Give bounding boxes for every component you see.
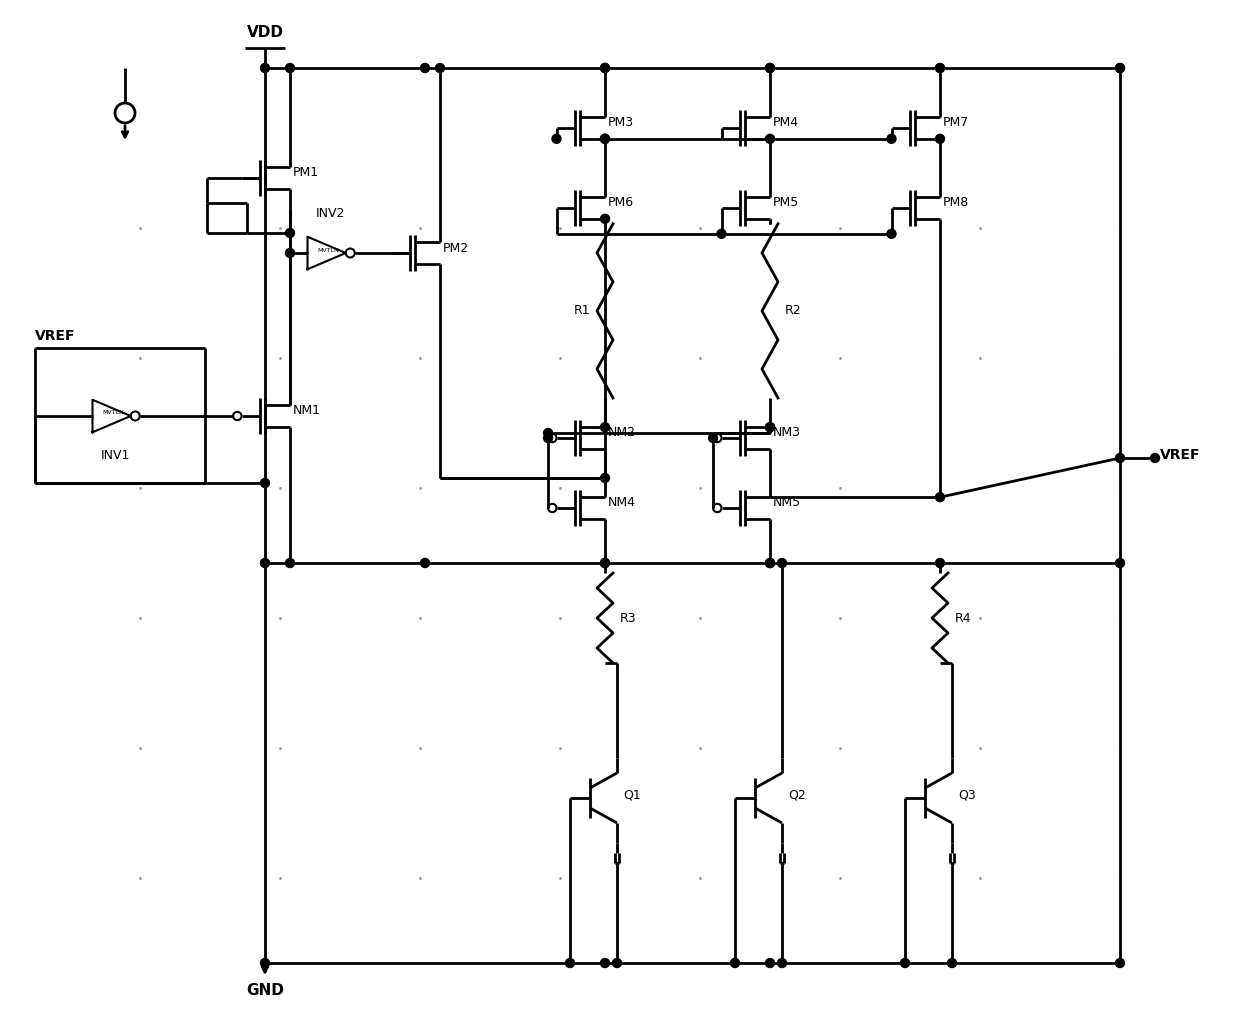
Circle shape bbox=[600, 558, 610, 567]
Circle shape bbox=[935, 135, 945, 143]
Circle shape bbox=[1116, 958, 1125, 967]
Circle shape bbox=[935, 64, 945, 73]
Text: NM4: NM4 bbox=[608, 497, 636, 510]
Circle shape bbox=[1116, 558, 1125, 567]
Text: PM3: PM3 bbox=[608, 116, 634, 130]
Circle shape bbox=[565, 958, 574, 967]
Circle shape bbox=[935, 492, 945, 502]
Text: VREF: VREF bbox=[35, 329, 76, 343]
Circle shape bbox=[765, 64, 775, 73]
Circle shape bbox=[260, 558, 269, 567]
Circle shape bbox=[600, 214, 610, 223]
Text: NM2: NM2 bbox=[608, 427, 636, 440]
Circle shape bbox=[730, 958, 739, 967]
Circle shape bbox=[717, 229, 725, 238]
Text: VREF: VREF bbox=[1159, 448, 1200, 462]
Text: PM5: PM5 bbox=[773, 196, 800, 210]
Text: R2: R2 bbox=[785, 304, 801, 318]
Text: R3: R3 bbox=[620, 612, 636, 624]
Circle shape bbox=[935, 558, 945, 567]
Circle shape bbox=[543, 434, 553, 442]
Text: R4: R4 bbox=[955, 612, 972, 624]
Circle shape bbox=[947, 958, 956, 967]
Circle shape bbox=[552, 135, 560, 143]
Circle shape bbox=[285, 228, 295, 237]
Circle shape bbox=[420, 558, 429, 567]
Text: Q2: Q2 bbox=[787, 788, 806, 802]
Text: NM5: NM5 bbox=[773, 497, 801, 510]
Circle shape bbox=[600, 135, 610, 143]
Text: Q3: Q3 bbox=[959, 788, 976, 802]
Circle shape bbox=[765, 958, 775, 967]
Circle shape bbox=[543, 429, 553, 438]
Text: NM1: NM1 bbox=[293, 404, 321, 417]
Text: MVTLN: MVTLN bbox=[317, 248, 339, 253]
Text: R1: R1 bbox=[573, 304, 590, 318]
Circle shape bbox=[600, 64, 610, 73]
Circle shape bbox=[765, 135, 775, 143]
Circle shape bbox=[613, 958, 621, 967]
Text: NM3: NM3 bbox=[773, 427, 801, 440]
Circle shape bbox=[887, 229, 897, 238]
Text: GND: GND bbox=[246, 983, 284, 998]
Circle shape bbox=[900, 958, 909, 967]
Circle shape bbox=[435, 64, 444, 73]
Text: PM6: PM6 bbox=[608, 196, 634, 210]
Text: PM7: PM7 bbox=[942, 116, 970, 130]
Circle shape bbox=[708, 434, 718, 442]
Circle shape bbox=[777, 558, 786, 567]
Circle shape bbox=[1151, 453, 1159, 463]
Circle shape bbox=[1116, 64, 1125, 73]
Circle shape bbox=[765, 558, 775, 567]
Circle shape bbox=[260, 64, 269, 73]
Text: PM4: PM4 bbox=[773, 116, 799, 130]
Circle shape bbox=[260, 958, 269, 967]
Circle shape bbox=[600, 135, 610, 143]
Circle shape bbox=[1116, 453, 1125, 463]
Text: INV2: INV2 bbox=[315, 207, 345, 220]
Circle shape bbox=[935, 64, 945, 73]
Circle shape bbox=[285, 558, 295, 567]
Text: MVTLN: MVTLN bbox=[102, 410, 124, 415]
Circle shape bbox=[600, 558, 610, 567]
Text: PM8: PM8 bbox=[942, 196, 970, 210]
Circle shape bbox=[887, 135, 897, 143]
Text: Q1: Q1 bbox=[622, 788, 641, 802]
Circle shape bbox=[765, 64, 775, 73]
Text: PM2: PM2 bbox=[443, 242, 469, 255]
Circle shape bbox=[420, 64, 429, 73]
Text: INV1: INV1 bbox=[100, 449, 130, 462]
Text: VDD: VDD bbox=[247, 25, 284, 40]
Circle shape bbox=[765, 558, 775, 567]
Circle shape bbox=[765, 423, 775, 432]
Circle shape bbox=[600, 474, 610, 482]
Circle shape bbox=[600, 958, 610, 967]
Circle shape bbox=[777, 958, 786, 967]
Circle shape bbox=[600, 423, 610, 432]
Text: PM1: PM1 bbox=[293, 167, 319, 180]
Circle shape bbox=[765, 423, 775, 432]
Circle shape bbox=[1116, 64, 1125, 73]
Circle shape bbox=[285, 249, 295, 257]
Circle shape bbox=[260, 478, 269, 487]
Circle shape bbox=[600, 64, 610, 73]
Circle shape bbox=[285, 64, 295, 73]
